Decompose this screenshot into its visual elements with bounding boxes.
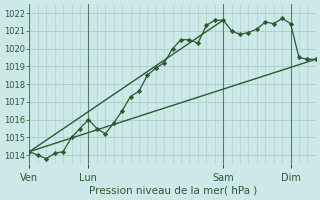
X-axis label: Pression niveau de la mer( hPa ): Pression niveau de la mer( hPa ) (89, 186, 257, 196)
